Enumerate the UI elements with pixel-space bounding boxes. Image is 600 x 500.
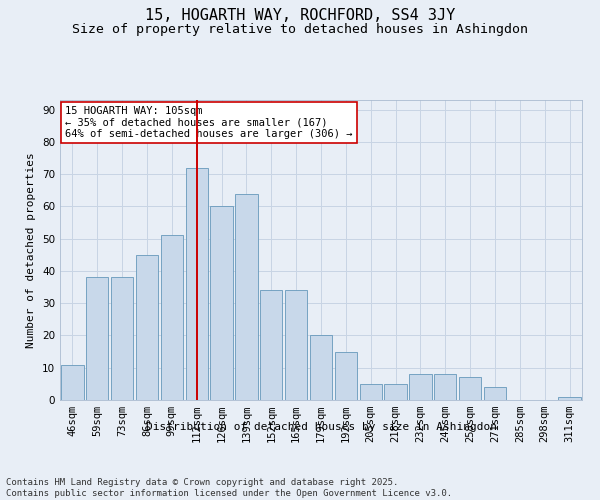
Bar	[459, 378, 481, 400]
Bar	[185, 168, 208, 400]
Bar	[409, 374, 431, 400]
Bar	[335, 352, 357, 400]
Bar	[136, 255, 158, 400]
Bar	[61, 364, 83, 400]
Bar	[211, 206, 233, 400]
Y-axis label: Number of detached properties: Number of detached properties	[26, 152, 37, 348]
Bar	[434, 374, 457, 400]
Bar	[310, 336, 332, 400]
Text: 15 HOGARTH WAY: 105sqm
← 35% of detached houses are smaller (167)
64% of semi-de: 15 HOGARTH WAY: 105sqm ← 35% of detached…	[65, 106, 353, 139]
Text: Distribution of detached houses by size in Ashingdon: Distribution of detached houses by size …	[146, 422, 497, 432]
Bar	[86, 278, 109, 400]
Bar	[385, 384, 407, 400]
Bar	[235, 194, 257, 400]
Text: Size of property relative to detached houses in Ashingdon: Size of property relative to detached ho…	[72, 22, 528, 36]
Bar	[111, 278, 133, 400]
Bar	[285, 290, 307, 400]
Bar	[484, 387, 506, 400]
Bar	[260, 290, 283, 400]
Bar	[161, 236, 183, 400]
Text: Contains HM Land Registry data © Crown copyright and database right 2025.
Contai: Contains HM Land Registry data © Crown c…	[6, 478, 452, 498]
Text: 15, HOGARTH WAY, ROCHFORD, SS4 3JY: 15, HOGARTH WAY, ROCHFORD, SS4 3JY	[145, 8, 455, 22]
Bar	[559, 397, 581, 400]
Bar	[359, 384, 382, 400]
